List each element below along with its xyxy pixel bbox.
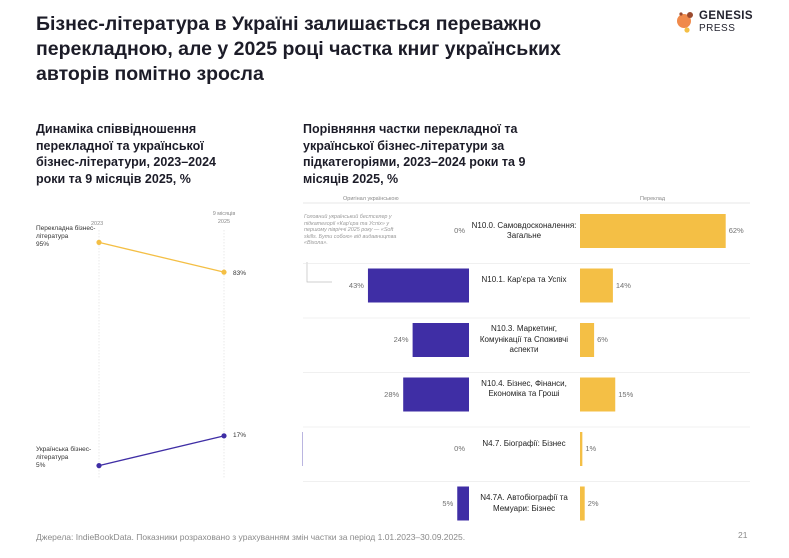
left-chart-title: Динаміка співвідношення перекладної та у… [36, 122, 216, 186]
value-label-translated: 6% [597, 335, 608, 344]
header-translated: Переклад [640, 196, 666, 202]
value-label-translated: 14% [615, 280, 631, 290]
bar-translated [580, 214, 726, 248]
translated-end-value: 83% [233, 270, 247, 277]
series-line-translated [98, 241, 225, 273]
tick-end: 9 місяців 2025 [212, 211, 236, 225]
legend-translated: Перекладна бізнес-література 95% [36, 225, 96, 249]
bestseller-annotation: Головний український бестселер у підкате… [304, 214, 397, 247]
bar-ukrainian [412, 323, 469, 357]
series-point-translated-1 [221, 269, 227, 275]
category-label: N4.7. Біографії: Бізнес [482, 438, 566, 448]
bar-ukrainian [367, 268, 469, 303]
source-footnote: Джерела: IndieBookData. Показники розрах… [36, 532, 466, 542]
series-point-ukrainian-0 [96, 463, 102, 469]
header-ukrainian: Оригінал українською [343, 196, 399, 202]
series-point-ukrainian-1 [221, 433, 227, 439]
bar-ukrainian [457, 486, 469, 521]
category-label: N10.0. Самовдосконалення: Загальне [471, 220, 577, 241]
bar-translated [580, 377, 616, 412]
value-label-translated: 2% [587, 498, 599, 508]
right-chart-title: Порівняння частки перекладної та українс… [303, 122, 526, 186]
category-label: N4.7А. Автобіографії та Мемуари: Бізнес [480, 493, 568, 513]
bar-translated [580, 486, 585, 521]
category-label: N10.4. Бізнес, Фінанси, Економіка та Гро… [481, 378, 567, 399]
genesis-logo: GENESIS PRESS [675, 8, 775, 40]
value-label-ukrainian: 5% [442, 498, 454, 508]
translated-start-value: 95% [36, 241, 50, 248]
page-title: Бізнес-література в Україні залишається … [36, 13, 561, 85]
value-label-ukrainian: 0% [454, 226, 465, 235]
value-label-ukrainian: 24% [393, 335, 409, 344]
value-label-translated: 1% [585, 444, 597, 453]
value-label-translated: 15% [618, 389, 634, 399]
legend-ukrainian: Українська бізнес-література 5% [36, 446, 96, 470]
logo-sub: PRESS [699, 23, 736, 34]
logo-word: GENESIS [699, 10, 753, 22]
ukrainian-start-value: 5% [36, 462, 46, 469]
bar-translated [580, 268, 613, 303]
value-label-ukrainian: 0% [454, 444, 465, 453]
series-line-ukrainian [98, 435, 225, 467]
page-number: 21 [738, 530, 748, 540]
value-label-translated: 62% [728, 226, 744, 235]
annotation-pointer [306, 262, 332, 283]
legend-ukrainian-label: Українська бізнес-література [36, 446, 92, 461]
bar-ukrainian [302, 432, 303, 466]
bar-translated [580, 323, 595, 357]
category-label: N10.1. Кар'єра та Успіх [481, 275, 567, 284]
value-label-ukrainian: 43% [348, 280, 364, 290]
tick-start: 2023 [91, 221, 104, 227]
series-point-translated-0 [96, 239, 102, 245]
value-label-ukrainian: 28% [384, 389, 400, 399]
bar-translated [580, 432, 583, 466]
genesis-logo-icon [677, 12, 693, 33]
legend-translated-label: Перекладна бізнес-література [36, 225, 96, 240]
category-label: N10.3. Маркетинг, Комунікації та Споживч… [479, 324, 569, 355]
bar-ukrainian [403, 377, 469, 412]
ukrainian-end-value: 17% [233, 432, 247, 439]
